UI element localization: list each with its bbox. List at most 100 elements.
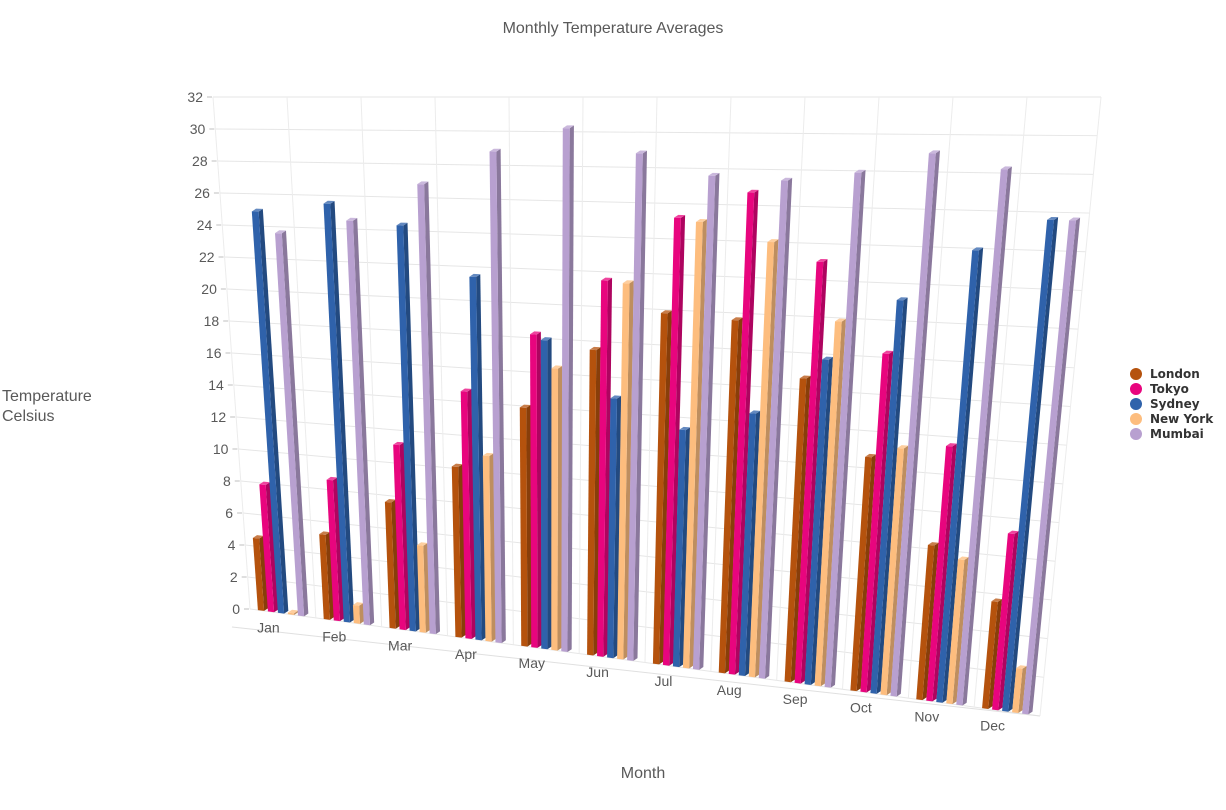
bar-new-york-jan[interactable] bbox=[287, 609, 299, 615]
bar-top bbox=[352, 602, 364, 606]
bar-tokyo-oct[interactable] bbox=[860, 350, 894, 693]
bar-sydney-feb[interactable] bbox=[323, 200, 355, 623]
bar-london-jun[interactable] bbox=[587, 346, 601, 656]
bar-mumbai-jan[interactable] bbox=[275, 230, 309, 617]
bar-tokyo-dec[interactable] bbox=[992, 530, 1019, 711]
bar-london-feb[interactable] bbox=[319, 531, 335, 620]
y-tick-label: 28 bbox=[192, 153, 208, 169]
bar-sydney-aug[interactable] bbox=[738, 410, 761, 677]
bar-london-nov[interactable] bbox=[916, 542, 939, 701]
bar-front bbox=[482, 455, 492, 642]
bar-top bbox=[551, 365, 563, 369]
bar-london-jan[interactable] bbox=[252, 535, 269, 611]
bar-front bbox=[617, 283, 630, 660]
bar-tokyo-feb[interactable] bbox=[326, 476, 345, 622]
bar-sydney-jan[interactable] bbox=[251, 208, 289, 614]
gridline-vertical bbox=[360, 96, 383, 627]
bar-new-york-dec[interactable] bbox=[1012, 665, 1027, 714]
bar-side bbox=[526, 405, 532, 647]
bar-new-york-apr[interactable] bbox=[482, 452, 496, 642]
bar-side bbox=[265, 482, 279, 613]
bar-side bbox=[496, 148, 506, 644]
bar-tokyo-apr[interactable] bbox=[460, 388, 476, 640]
y-tick-label: 22 bbox=[199, 249, 215, 265]
bar-tokyo-nov[interactable] bbox=[926, 443, 957, 702]
bar-london-apr[interactable] bbox=[451, 463, 466, 638]
bar-london-aug[interactable] bbox=[718, 317, 743, 674]
bar-tokyo-jul[interactable] bbox=[662, 214, 686, 666]
y-tick-label: 18 bbox=[204, 313, 220, 329]
legend-item-tokyo[interactable]: Tokyo bbox=[1130, 381, 1213, 396]
y-tick-label: 12 bbox=[211, 409, 227, 425]
legend-item-london[interactable]: London bbox=[1130, 366, 1213, 381]
legend-item-mumbai[interactable]: Mumbai bbox=[1130, 426, 1213, 441]
bar-mumbai-may[interactable] bbox=[561, 125, 574, 652]
bar-tokyo-aug[interactable] bbox=[728, 189, 759, 675]
bar-new-york-oct[interactable] bbox=[880, 445, 909, 696]
bar-london-oct[interactable] bbox=[850, 453, 876, 692]
legend-label: Tokyo bbox=[1150, 381, 1189, 396]
bar-sydney-may[interactable] bbox=[540, 337, 552, 650]
legend-label: London bbox=[1150, 366, 1200, 381]
bar-london-sep[interactable] bbox=[784, 375, 811, 683]
legend-label: New York bbox=[1150, 411, 1214, 426]
bar-new-york-jun[interactable] bbox=[617, 280, 634, 660]
bar-tokyo-jan[interactable] bbox=[259, 481, 279, 613]
x-tick-label: Feb bbox=[322, 628, 346, 644]
bar-sydney-dec[interactable] bbox=[1002, 216, 1059, 712]
bar-sydney-nov[interactable] bbox=[936, 247, 984, 703]
x-tick-label: May bbox=[519, 655, 545, 671]
y-tick-label: 2 bbox=[230, 569, 238, 585]
bar-tokyo-mar[interactable] bbox=[393, 441, 410, 631]
bar-mumbai-feb[interactable] bbox=[346, 217, 375, 626]
bar-new-york-aug[interactable] bbox=[748, 239, 779, 678]
bar-top bbox=[695, 219, 707, 223]
bar-sydney-jun[interactable] bbox=[607, 395, 622, 659]
bar-new-york-nov[interactable] bbox=[946, 556, 969, 705]
x-tick-label: Dec bbox=[980, 718, 1005, 734]
bar-top bbox=[259, 481, 270, 486]
bar-tokyo-may[interactable] bbox=[530, 331, 542, 648]
bar-sydney-jul[interactable] bbox=[672, 426, 691, 668]
bar-sydney-sep[interactable] bbox=[804, 356, 833, 685]
bar-new-york-jul[interactable] bbox=[682, 219, 707, 669]
bar-mumbai-jul[interactable] bbox=[692, 172, 720, 670]
bar-mumbai-jun[interactable] bbox=[627, 150, 647, 661]
bar-mumbai-sep[interactable] bbox=[824, 169, 866, 688]
bar-side bbox=[1028, 217, 1081, 715]
bar-top bbox=[589, 346, 601, 351]
bar-front bbox=[587, 349, 597, 656]
bar-side bbox=[567, 125, 574, 652]
bar-front bbox=[880, 447, 904, 696]
bar-mumbai-aug[interactable] bbox=[758, 177, 793, 679]
bar-new-york-mar[interactable] bbox=[416, 542, 430, 633]
bar-mumbai-oct[interactable] bbox=[890, 150, 940, 697]
bar-tokyo-jun[interactable] bbox=[597, 277, 613, 657]
bar-london-mar[interactable] bbox=[384, 499, 400, 629]
bar-sydney-oct[interactable] bbox=[870, 297, 908, 694]
bar-side bbox=[557, 365, 563, 651]
bar-mumbai-mar[interactable] bbox=[417, 181, 440, 635]
bar-top bbox=[540, 337, 552, 341]
bar-new-york-feb[interactable] bbox=[352, 602, 365, 624]
bar-sydney-mar[interactable] bbox=[396, 222, 420, 632]
bar-mumbai-apr[interactable] bbox=[489, 148, 506, 644]
bar-london-jul[interactable] bbox=[652, 310, 672, 665]
bar-mumbai-dec[interactable] bbox=[1022, 217, 1081, 715]
bar-new-york-sep[interactable] bbox=[814, 318, 846, 687]
x-tick-label: Jun bbox=[586, 664, 609, 680]
bar-side bbox=[458, 464, 466, 638]
legend-item-sydney[interactable]: Sydney bbox=[1130, 396, 1213, 411]
bar-top bbox=[816, 258, 828, 262]
bar-sydney-apr[interactable] bbox=[469, 273, 486, 641]
bar-london-dec[interactable] bbox=[982, 598, 1003, 709]
bar-top bbox=[749, 410, 761, 414]
bar-top bbox=[287, 609, 299, 614]
legend-item-new-york[interactable]: New York bbox=[1130, 411, 1213, 426]
bar-front bbox=[551, 368, 559, 651]
bar-mumbai-nov[interactable] bbox=[956, 166, 1012, 706]
gridline-vertical bbox=[907, 96, 954, 699]
bar-london-may[interactable] bbox=[519, 404, 532, 647]
bar-tokyo-sep[interactable] bbox=[794, 258, 828, 684]
bar-new-york-may[interactable] bbox=[551, 365, 563, 651]
